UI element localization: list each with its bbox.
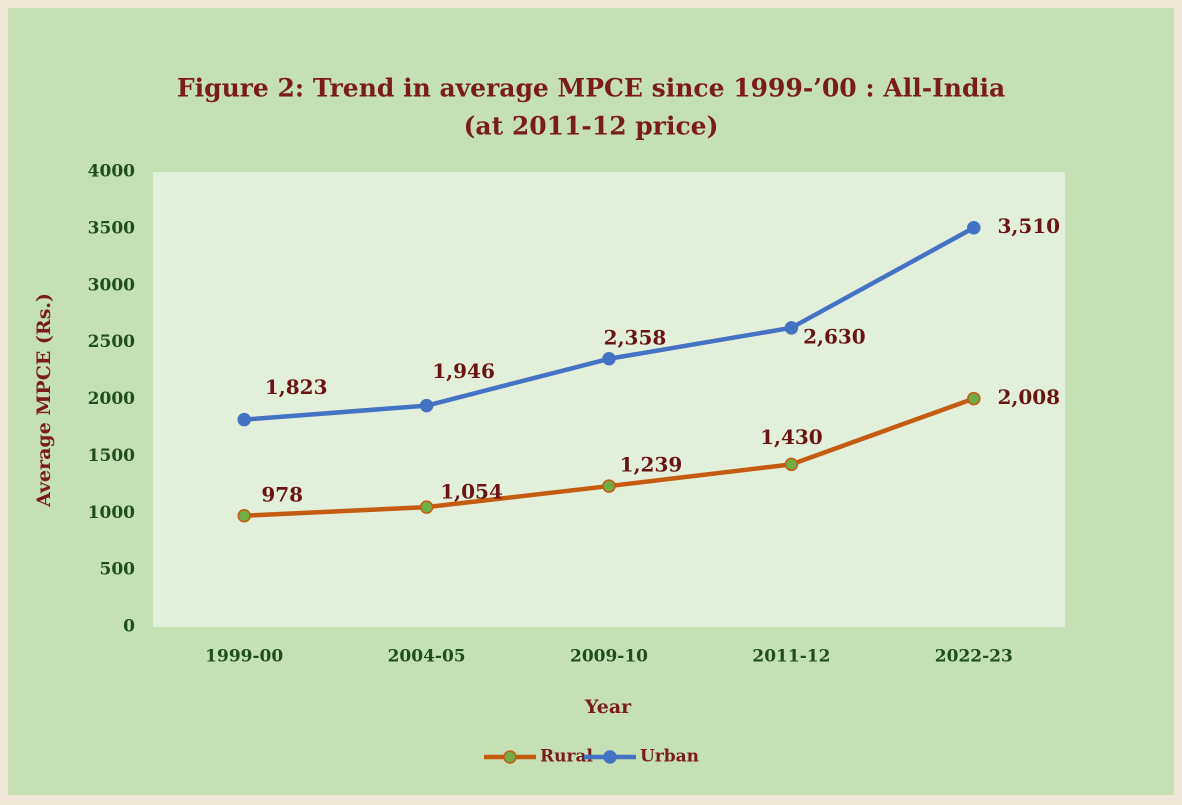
marker: [967, 391, 981, 406]
legend-label: Rural: [540, 747, 593, 767]
legend-marker: [503, 750, 517, 764]
legend-label: Urban: [640, 747, 699, 767]
chart-title: Figure 2: Trend in average MPCE since 19…: [177, 74, 1005, 103]
y-tick-label: 2500: [88, 332, 135, 352]
data-label: 1,946: [432, 359, 495, 383]
y-tick-label: 3000: [88, 275, 135, 295]
y-tick-label: 4000: [88, 162, 135, 182]
marker: [419, 500, 434, 514]
data-label: 3,510: [997, 214, 1060, 238]
y-tick-label: 0: [123, 617, 135, 637]
y-tick-label: 500: [100, 560, 136, 580]
marker: [967, 220, 981, 235]
x-tick-label: 2009-10: [570, 647, 648, 667]
chart-subtitle: (at 2011-12 price): [464, 112, 719, 141]
marker: [602, 352, 616, 366]
marker: [784, 321, 799, 335]
data-label: 1,823: [265, 375, 328, 399]
marker: [602, 479, 616, 493]
x-axis-title: Year: [584, 696, 632, 718]
x-tick-label: 2022-23: [935, 647, 1013, 667]
data-label: 2,358: [604, 325, 667, 349]
marker: [237, 509, 251, 523]
data-label: 1,054: [440, 480, 503, 504]
y-tick-label: 2000: [88, 389, 135, 409]
plot-area: [153, 172, 1065, 627]
data-label: 978: [261, 482, 303, 506]
x-tick-label: 1999-00: [205, 647, 283, 667]
x-tick-label: 2004-05: [388, 647, 466, 667]
marker: [237, 412, 251, 427]
x-tick-label: 2011-12: [752, 647, 830, 667]
y-tick-label: 1000: [88, 503, 135, 523]
data-label: 2,630: [803, 324, 866, 348]
data-label: 1,239: [620, 453, 683, 477]
legend-marker: [603, 750, 617, 764]
data-label: 2,008: [997, 385, 1060, 409]
marker: [784, 457, 799, 472]
data-label: 1,430: [760, 425, 823, 449]
y-tick-label: 1500: [88, 446, 135, 466]
marker: [419, 398, 434, 413]
y-axis-title: Average MPCE (Rs.): [33, 293, 55, 508]
y-tick-label: 3500: [88, 218, 135, 238]
